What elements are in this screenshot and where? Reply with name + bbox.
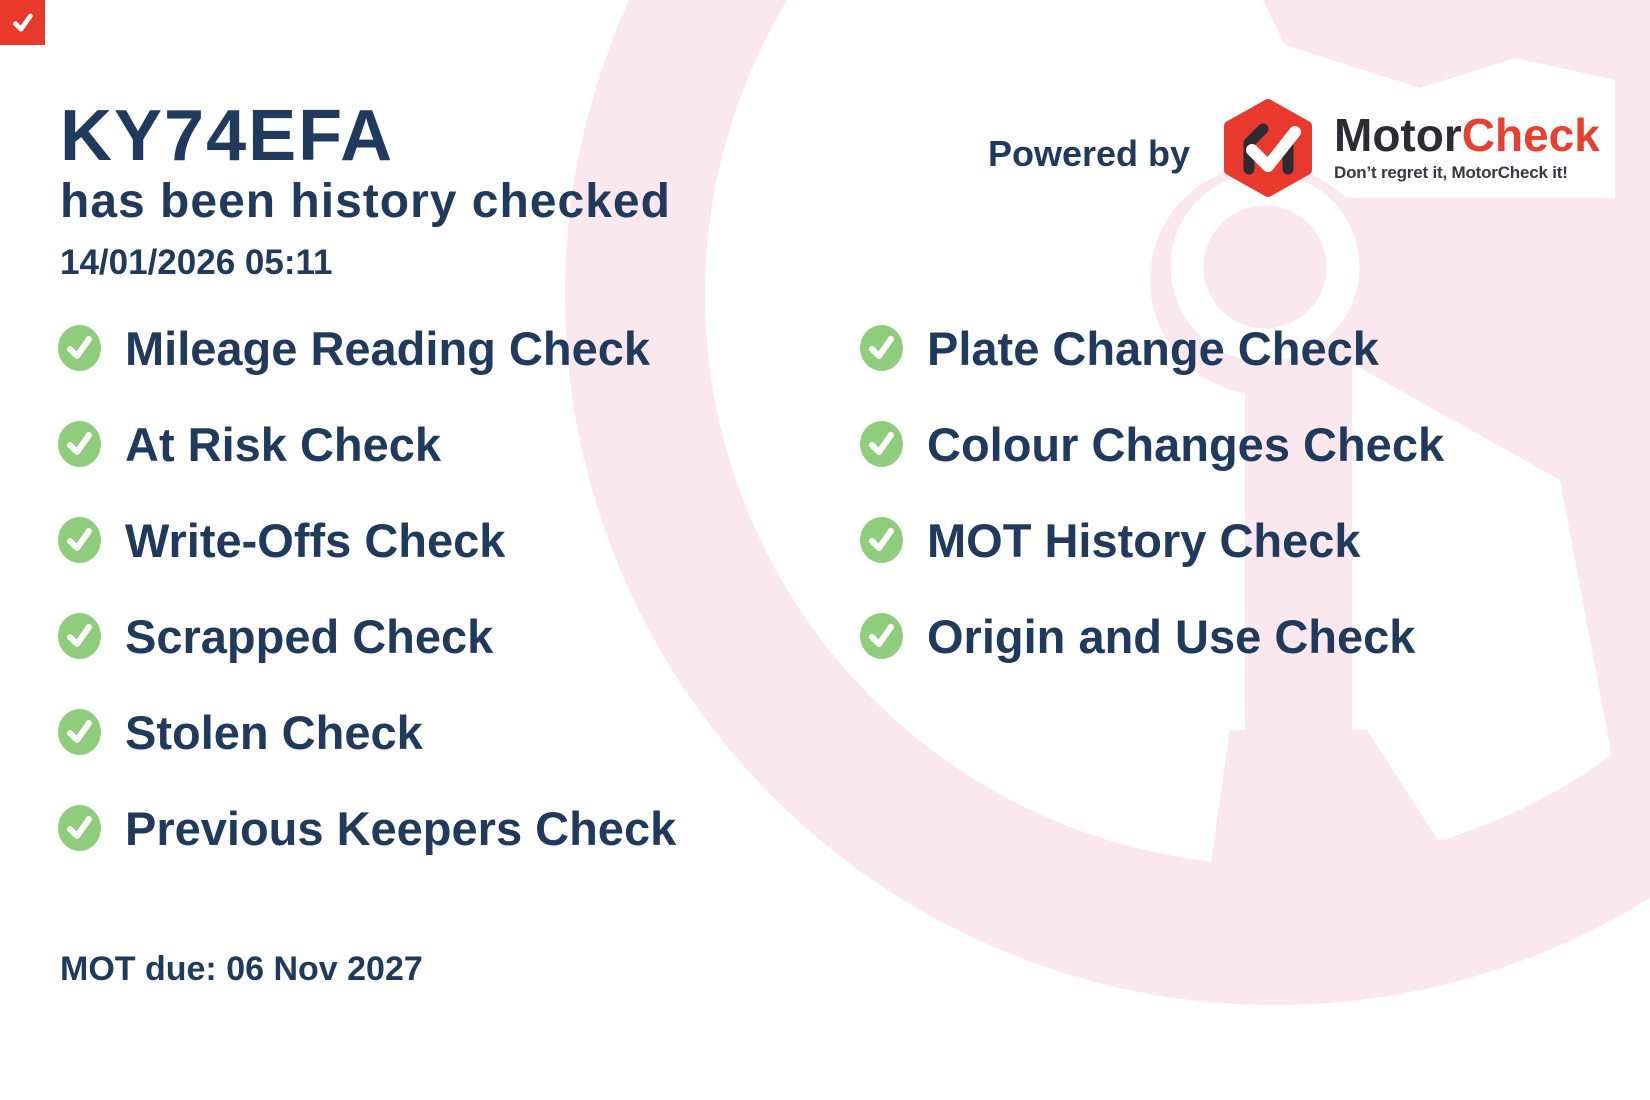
brand-name: MotorCheck <box>1334 112 1600 158</box>
brand-name-check: Check <box>1461 109 1600 161</box>
list-item: Mileage Reading Check <box>58 300 676 396</box>
check-item-label: Plate Change Check <box>927 321 1379 375</box>
check-circle-icon <box>860 325 903 371</box>
check-circle-icon <box>58 709 101 755</box>
check-item-label: Write-Offs Check <box>125 513 506 567</box>
list-item: At Risk Check <box>58 396 676 492</box>
check-item-label: MOT History Check <box>927 513 1361 567</box>
check-item-label: Previous Keepers Check <box>125 801 677 855</box>
check-circle-icon <box>58 517 101 563</box>
list-item: Scrapped Check <box>58 588 676 684</box>
motorcheck-hexagon-logo <box>1224 99 1312 197</box>
check-item-label: Stolen Check <box>125 705 423 759</box>
list-item: Previous Keepers Check <box>58 780 676 876</box>
check-icon <box>12 13 33 32</box>
check-circle-icon <box>860 613 903 659</box>
check-circle-icon <box>860 421 903 467</box>
check-datetime: 14/01/2026 05:11 <box>60 243 333 282</box>
list-item: Plate Change Check <box>860 300 1444 396</box>
brand-tagline: Don’t regret it, MotorCheck it! <box>1334 163 1568 182</box>
check-circle-icon <box>58 805 101 851</box>
registration-plate: KY74EFA <box>60 96 395 176</box>
list-item: Stolen Check <box>58 684 676 780</box>
brand-block: MotorCheck Don’t regret it, MotorCheck i… <box>1334 112 1600 181</box>
list-item: Origin and Use Check <box>860 588 1444 684</box>
check-circle-icon <box>58 325 101 371</box>
list-item: Write-Offs Check <box>58 492 676 588</box>
powered-by-label: Powered by <box>987 133 1190 174</box>
check-item-label: Origin and Use Check <box>927 609 1416 663</box>
check-item-label: At Risk Check <box>125 417 442 471</box>
check-list-left: Mileage Reading Check At Risk Check Writ… <box>58 300 676 876</box>
corner-check-marker <box>0 0 45 45</box>
check-circle-icon <box>58 421 101 467</box>
check-circle-icon <box>860 517 903 563</box>
check-list-right: Plate Change Check Colour Changes Check … <box>860 300 1444 684</box>
check-circle-icon <box>58 613 101 659</box>
brand-name-motor: Motor <box>1334 109 1462 161</box>
list-item: MOT History Check <box>860 492 1444 588</box>
list-item: Colour Changes Check <box>860 396 1444 492</box>
check-item-label: Mileage Reading Check <box>125 321 650 375</box>
check-item-label: Scrapped Check <box>125 609 494 663</box>
certificate-subtitle: has been history checked <box>60 175 671 228</box>
mot-due-note: MOT due: 06 Nov 2027 <box>60 950 423 988</box>
check-item-label: Colour Changes Check <box>927 417 1445 471</box>
